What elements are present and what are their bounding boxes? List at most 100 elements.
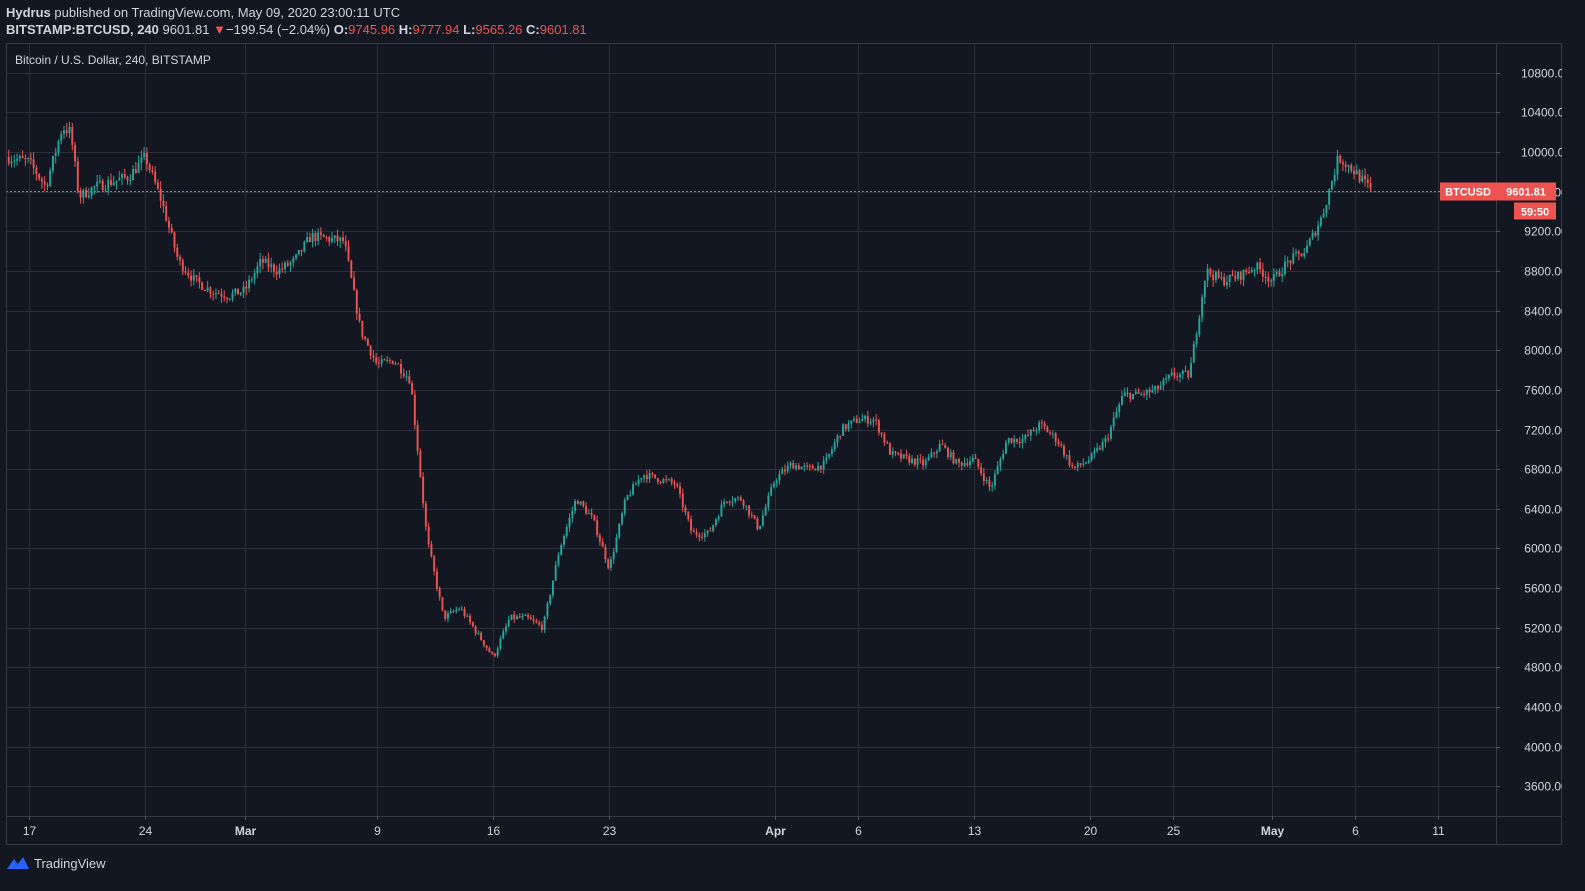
candle-body (1231, 274, 1234, 277)
candle-body (712, 524, 715, 532)
candle-body (1063, 445, 1065, 456)
candle-body (629, 494, 632, 496)
candle-body (665, 479, 668, 481)
candle-body (1165, 378, 1168, 380)
price-tick-label: 5200.00 (1524, 622, 1562, 636)
candle-body (63, 130, 65, 134)
candle-body (1154, 385, 1157, 390)
candle-body (1054, 433, 1057, 442)
candle-body (618, 523, 621, 538)
time-tick-label: 13 (968, 824, 982, 838)
candle-body (295, 254, 298, 259)
candle-body (328, 237, 331, 242)
candle-body (336, 235, 339, 242)
candle-body (162, 200, 165, 207)
candle-body (786, 465, 789, 472)
price-tag-countdown-bg (1514, 202, 1556, 220)
candle-body (76, 161, 79, 191)
candle-body (1004, 442, 1007, 454)
candle-body (212, 293, 215, 295)
candle-body (458, 609, 460, 611)
candle-body (1143, 393, 1146, 395)
candle-body (148, 164, 151, 171)
symbol-label[interactable]: BITSTAMP:BTCUSD, 240 (6, 22, 159, 37)
candle-body (955, 459, 958, 464)
candle-body (623, 499, 626, 514)
candle-body (1248, 272, 1251, 274)
candle-body (1250, 269, 1253, 273)
candle-body (966, 462, 969, 465)
candle-body (85, 189, 88, 198)
candle-body (648, 473, 651, 480)
tradingview-logo-icon[interactable] (6, 855, 30, 871)
candle-body (1347, 165, 1350, 167)
candle-body (952, 452, 955, 464)
candle-body (1132, 393, 1134, 400)
candle-body (1300, 253, 1303, 257)
candle-body (1306, 245, 1309, 253)
price-tick-label: 10000.00 (1521, 146, 1562, 160)
candle-body (231, 292, 234, 299)
candle-body (1068, 455, 1071, 466)
candle-body (1181, 370, 1184, 375)
candle-body (1043, 423, 1046, 428)
candle-body (507, 619, 510, 627)
candle-body (1140, 393, 1143, 395)
candle-body (228, 298, 231, 300)
candle-body (311, 233, 314, 243)
last-price: 9601.81 (162, 22, 210, 37)
candle-body (933, 452, 936, 454)
author-name[interactable]: Hydrus (6, 5, 51, 20)
candle-body (1079, 463, 1082, 465)
candle-body (137, 162, 140, 173)
candle-body (585, 506, 588, 514)
price-tick-label: 6400.00 (1524, 503, 1562, 517)
candle-body (1107, 438, 1110, 440)
candle-body (880, 432, 883, 435)
tradingview-brand[interactable]: TradingView (34, 855, 106, 871)
candle-body (742, 500, 745, 506)
candle-body (1035, 430, 1038, 432)
candle-body (720, 504, 723, 517)
price-chart[interactable]: 10800.0010400.0010000.009600.009200.0088… (6, 43, 1562, 845)
candle-body (1353, 170, 1355, 175)
candle-body (654, 474, 657, 479)
candle-body (551, 580, 554, 596)
candle-body (7, 156, 10, 164)
candle-body (795, 465, 797, 469)
candle-body (1134, 391, 1137, 394)
price-tick-label: 3600.00 (1524, 780, 1562, 794)
price-tag-value-bg (1496, 182, 1556, 201)
candle-body (65, 130, 68, 134)
close-value: 9601.81 (539, 22, 587, 37)
candle-body (1220, 277, 1223, 279)
candle-body (275, 271, 278, 275)
candle-body (21, 156, 24, 159)
candle-body (1159, 385, 1162, 390)
candle-body (789, 462, 792, 466)
candle-body (703, 533, 706, 538)
candle-body (319, 232, 322, 235)
candle-body (226, 298, 228, 300)
time-axis[interactable]: 17 24 Mar 9 16 23 Apr 6 13 20 25 May 6 11 (23, 816, 1445, 838)
candle-body (800, 466, 803, 470)
candle-body (353, 277, 356, 291)
candle-body (173, 232, 176, 248)
candle-body (634, 484, 637, 486)
candle-body (1270, 280, 1273, 282)
time-tick-label: 23 (603, 824, 617, 838)
candle-body (1237, 271, 1239, 279)
price-tick-label: 6800.00 (1524, 463, 1562, 477)
candle-body (864, 416, 867, 420)
candle-body (383, 359, 386, 361)
candle-body (1145, 389, 1148, 395)
candle-body (220, 293, 223, 297)
candle-body (1167, 374, 1170, 379)
price-tick-label: 8000.00 (1524, 344, 1562, 358)
candle-body (714, 519, 717, 525)
candle-body (1292, 253, 1295, 264)
candle-body (452, 611, 455, 613)
candle-body (126, 177, 129, 181)
candle-body (1112, 417, 1115, 427)
candle-body (469, 615, 472, 623)
